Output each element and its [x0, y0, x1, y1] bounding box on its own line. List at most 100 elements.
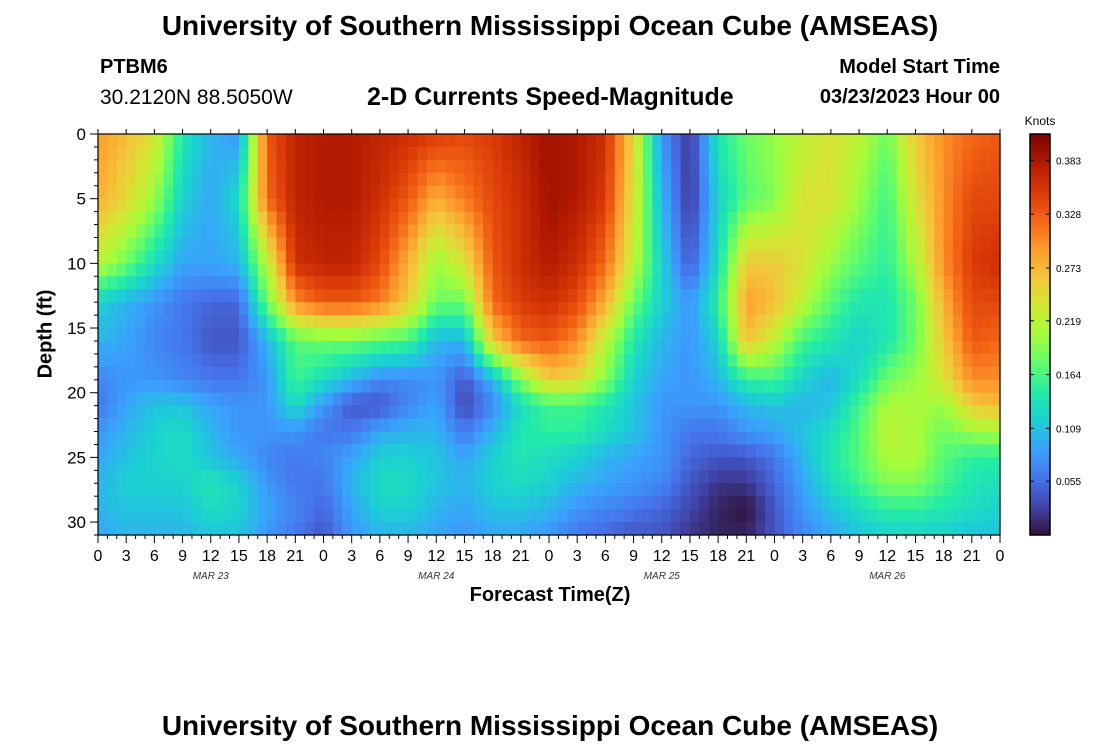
- heatmap-cell: [483, 146, 494, 161]
- heatmap-cell: [746, 302, 757, 316]
- heatmap-cell: [708, 392, 719, 407]
- heatmap-cell: [896, 289, 907, 303]
- heatmap-cell: [229, 496, 240, 510]
- heatmap-cell: [455, 185, 466, 200]
- heatmap-cell: [116, 315, 127, 329]
- heatmap-cell: [624, 250, 635, 264]
- heatmap-cell: [436, 289, 447, 303]
- heatmap-cell: [896, 496, 907, 510]
- heatmap-cell: [191, 522, 202, 536]
- heatmap-cell: [116, 496, 127, 510]
- heatmap-cell: [990, 315, 1001, 329]
- heatmap-cell: [135, 250, 146, 264]
- heatmap-cell: [924, 276, 935, 290]
- heatmap-cell: [389, 509, 400, 523]
- heatmap-cell: [661, 172, 672, 187]
- heatmap-cell: [549, 340, 559, 355]
- heatmap-cell: [595, 392, 606, 407]
- heatmap-cell: [962, 211, 973, 226]
- heatmap-cell: [144, 302, 155, 316]
- heatmap-cell: [840, 134, 851, 148]
- heatmap-cell: [577, 159, 588, 174]
- heatmap-cell: [830, 185, 841, 200]
- heatmap-cell: [652, 134, 663, 148]
- heatmap-cell: [652, 250, 663, 264]
- heatmap-cell: [614, 302, 625, 316]
- heatmap-cell: [877, 405, 888, 420]
- heatmap-cell: [304, 405, 315, 420]
- heatmap-cell: [210, 366, 221, 381]
- heatmap-cell: [163, 276, 174, 290]
- heatmap-cell: [549, 237, 559, 252]
- heatmap-cell: [586, 263, 597, 277]
- heatmap-cell: [586, 134, 597, 148]
- heatmap-cell: [605, 353, 616, 368]
- heatmap-cell: [445, 328, 456, 342]
- heatmap-cell: [210, 289, 221, 303]
- heatmap-cell: [436, 340, 447, 355]
- heatmap-cell: [520, 366, 531, 381]
- heatmap-cell: [605, 289, 616, 303]
- heatmap-cell: [652, 353, 663, 368]
- heatmap-cell: [783, 276, 794, 290]
- heatmap-cell: [304, 315, 315, 329]
- heatmap-cell: [915, 496, 926, 510]
- heatmap-cell: [661, 392, 672, 407]
- heatmap-cell: [718, 198, 729, 213]
- heatmap-cell: [586, 315, 597, 329]
- heatmap-cell: [877, 366, 888, 381]
- heatmap-cell: [934, 224, 945, 239]
- heatmap-cell: [201, 185, 212, 200]
- heatmap-cell: [708, 483, 719, 497]
- heatmap-cell: [502, 496, 513, 510]
- heatmap-cell: [595, 328, 606, 342]
- heatmap-cell: [107, 289, 118, 303]
- heatmap-cell: [877, 509, 888, 523]
- heatmap-cell: [671, 418, 682, 433]
- heatmap-cell: [868, 522, 879, 536]
- heatmap-cell: [379, 379, 390, 394]
- heatmap-cell: [812, 457, 823, 471]
- heatmap-cell: [953, 444, 964, 458]
- heatmap-cell: [990, 509, 1001, 523]
- heatmap-cell: [304, 328, 315, 342]
- heatmap-cell: [370, 353, 381, 368]
- heatmap-cell: [511, 457, 522, 471]
- heatmap-cell: [793, 211, 804, 226]
- heatmap-cell: [699, 159, 710, 174]
- heatmap-cell: [530, 340, 541, 355]
- heatmap-cell: [774, 134, 785, 148]
- heatmap-cell: [539, 457, 550, 471]
- heatmap-cell: [126, 392, 137, 407]
- heatmap-cell: [924, 418, 935, 433]
- heatmap-cell: [934, 340, 945, 355]
- heatmap-cell: [586, 237, 597, 252]
- heatmap-cell: [774, 340, 785, 355]
- heatmap-cell: [642, 431, 653, 446]
- heatmap-cell: [191, 302, 202, 316]
- heatmap-cell: [173, 328, 184, 342]
- heatmap-cell: [924, 211, 935, 226]
- heatmap-cell: [473, 146, 484, 161]
- heatmap-cell: [502, 418, 513, 433]
- heatmap-cell: [163, 146, 174, 161]
- heatmap-cell: [943, 289, 954, 303]
- heatmap-cell: [455, 496, 466, 510]
- heatmap-cell: [323, 431, 334, 446]
- heatmap-cell: [126, 483, 137, 497]
- heatmap-cell: [492, 496, 503, 510]
- heatmap-cell: [238, 509, 249, 523]
- heatmap-cell: [201, 289, 212, 303]
- heatmap-cell: [398, 224, 409, 239]
- heatmap-cell: [586, 328, 597, 342]
- heatmap-cell: [549, 379, 559, 394]
- heatmap-cell: [530, 134, 541, 148]
- heatmap-cell: [887, 509, 898, 523]
- heatmap-cell: [191, 185, 202, 200]
- heatmap-cell: [962, 276, 973, 290]
- heatmap-cell: [455, 366, 466, 381]
- heatmap-cell: [990, 366, 1001, 381]
- heatmap-cell: [877, 134, 888, 148]
- heatmap-cell: [511, 470, 522, 484]
- heatmap-cell: [98, 483, 108, 497]
